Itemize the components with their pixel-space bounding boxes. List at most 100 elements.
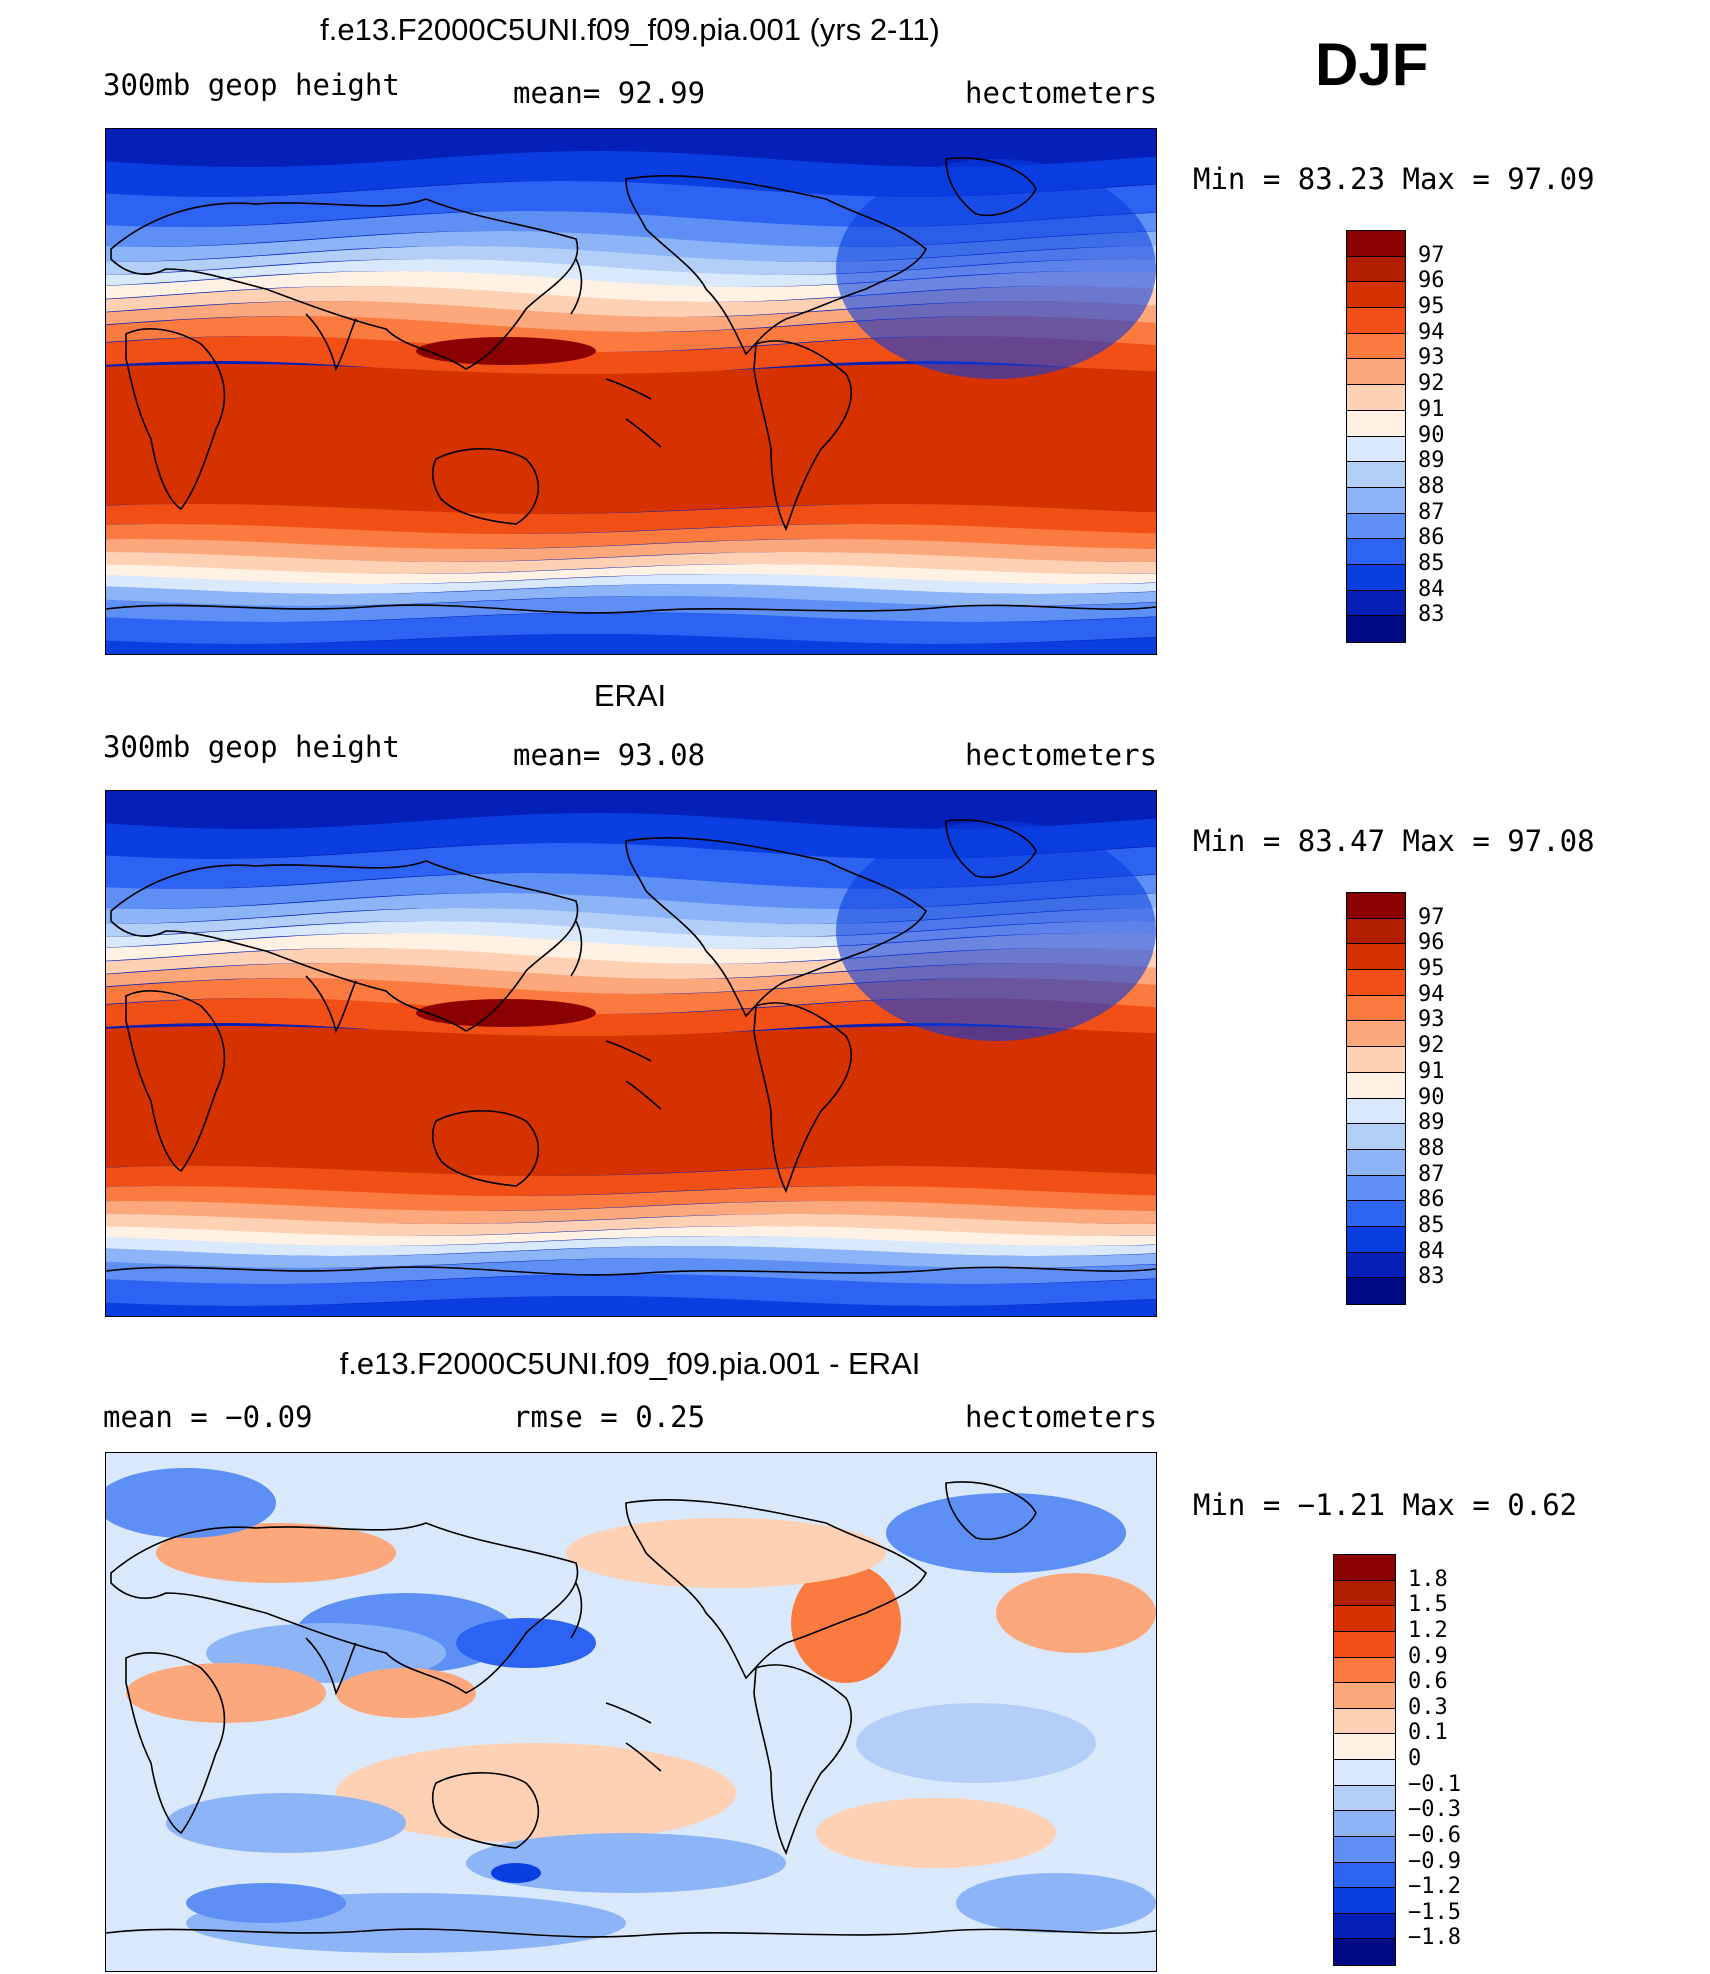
colorbar-tick-label: 84 — [1418, 1238, 1445, 1264]
colorbar-tick-label: 95 — [1418, 956, 1445, 982]
colorbar-swatch — [1347, 970, 1405, 996]
colorbar-swatch — [1347, 1021, 1405, 1048]
panel-2-map — [105, 790, 1157, 1317]
colorbar-tick-label: 92 — [1418, 1033, 1445, 1059]
colorbar-tick-label: 87 — [1418, 1161, 1445, 1187]
colorbar-tick-label: 89 — [1418, 1110, 1445, 1136]
colorbar-tick-label: 84 — [1418, 576, 1445, 602]
colorbar-swatch — [1334, 1913, 1395, 1940]
colorbar-tick-label: −1.5 — [1408, 1899, 1461, 1925]
panel-1-title: f.e13.F2000C5UNI.f09_f09.pia.001 (yrs 2-… — [320, 12, 940, 47]
colorbar-swatch — [1347, 256, 1405, 283]
colorbar-swatch — [1347, 410, 1405, 437]
colorbar-swatch — [1347, 590, 1405, 617]
colorbar-tick-label: 85 — [1418, 550, 1445, 576]
colorbar-swatch — [1334, 1785, 1395, 1812]
colorbar-tick-label: 83 — [1418, 602, 1445, 628]
panel-2-map-graphic — [106, 791, 1156, 1316]
colorbar-swatch — [1347, 1124, 1405, 1150]
panel-3-mean-label: mean = −0.09 — [103, 1400, 313, 1434]
colorbar-swatch — [1347, 1278, 1405, 1304]
panel-1-map — [105, 128, 1157, 655]
panel-3-min-max: Min = −1.21 Max = 0.62 — [1193, 1488, 1578, 1522]
panel-2-title: ERAI — [593, 678, 667, 713]
panel-2-mean-label: mean= 93.08 — [513, 738, 706, 772]
colorbar-tick-label: −0.6 — [1408, 1822, 1461, 1848]
colorbar-swatch — [1347, 995, 1405, 1022]
colorbar-swatch — [1334, 1683, 1395, 1709]
colorbar-swatch — [1347, 333, 1405, 360]
colorbar-swatch — [1334, 1811, 1395, 1837]
colorbar-tick-label: 95 — [1418, 294, 1445, 320]
colorbar-tick-label: 88 — [1418, 1135, 1445, 1161]
colorbar-swatch — [1347, 359, 1405, 386]
panel-3-units-label: hectometers — [965, 1400, 1158, 1434]
colorbar-tick-label: −0.3 — [1408, 1797, 1461, 1823]
colorbar-swatch — [1347, 462, 1405, 488]
colorbar-tick-label: 97 — [1418, 242, 1445, 268]
colorbar-swatch — [1347, 1252, 1405, 1279]
panel-3-rmse-label: rmse = 0.25 — [513, 1400, 706, 1434]
colorbar-swatch — [1347, 539, 1405, 565]
colorbar-tick-label: 1.5 — [1408, 1592, 1448, 1618]
colorbar-tick-label: 1.8 — [1408, 1566, 1448, 1592]
colorbar-swatch — [1347, 513, 1405, 540]
panel-2-units-label: hectometers — [965, 738, 1158, 772]
colorbar-swatch — [1334, 1939, 1395, 1965]
colorbar-tick-label: 0.9 — [1408, 1643, 1448, 1669]
colorbar-swatch — [1347, 1175, 1405, 1202]
colorbar-tick-label: 90 — [1418, 422, 1445, 448]
colorbar-swatch — [1347, 487, 1405, 514]
panel-2-min-max: Min = 83.47 Max = 97.08 — [1193, 824, 1595, 858]
colorbar-swatch — [1334, 1580, 1395, 1607]
panel-1-map-graphic — [106, 129, 1156, 654]
panel-1-min-max: Min = 83.23 Max = 97.09 — [1193, 162, 1595, 196]
colorbar-tick-label: 1.2 — [1408, 1617, 1448, 1643]
colorbar-tick-label: −1.8 — [1408, 1925, 1461, 1951]
colorbar-tick-label: 0.1 — [1408, 1720, 1448, 1746]
colorbar-swatch — [1334, 1606, 1395, 1632]
colorbar-swatch — [1334, 1836, 1395, 1863]
colorbar-tick-label: 94 — [1418, 981, 1445, 1007]
colorbar-tick-label: 93 — [1418, 1007, 1445, 1033]
season-label: DJF — [1315, 31, 1429, 98]
panel-1-variable-label: 300mb geop height — [103, 68, 400, 102]
colorbar-swatch — [1347, 893, 1405, 919]
panel-2-colorbar — [1346, 892, 1406, 1305]
colorbar-swatch — [1347, 944, 1405, 971]
colorbar-tick-label: −0.9 — [1408, 1848, 1461, 1874]
colorbar-tick-label: 86 — [1418, 1187, 1445, 1213]
colorbar-tick-label: 0.3 — [1408, 1694, 1448, 1720]
colorbar-tick-label: 94 — [1418, 319, 1445, 345]
colorbar-tick-label: 96 — [1418, 930, 1445, 956]
colorbar-swatch — [1347, 616, 1405, 642]
colorbar-tick-label: 0 — [1408, 1746, 1422, 1771]
colorbar-swatch — [1334, 1708, 1395, 1735]
colorbar-swatch — [1334, 1760, 1395, 1786]
colorbar-tick-label: 91 — [1418, 396, 1445, 422]
colorbar-swatch — [1334, 1734, 1395, 1760]
colorbar-tick-label: 97 — [1418, 904, 1445, 930]
panel-3-title: f.e13.F2000C5UNI.f09_f09.pia.001 - ERAI — [339, 1346, 921, 1381]
colorbar-tick-label: 89 — [1418, 448, 1445, 474]
colorbar-swatch — [1347, 918, 1405, 945]
colorbar-swatch — [1347, 436, 1405, 463]
colorbar-swatch — [1334, 1631, 1395, 1658]
colorbar-tick-label: 91 — [1418, 1058, 1445, 1084]
colorbar-swatch — [1347, 1201, 1405, 1227]
colorbar-tick-label: 92 — [1418, 371, 1445, 397]
colorbar-tick-label: 0.6 — [1408, 1669, 1448, 1695]
panel-3-map-graphic — [106, 1453, 1156, 1971]
colorbar-tick-label: 86 — [1418, 525, 1445, 551]
colorbar-tick-label: −1.2 — [1408, 1874, 1461, 1900]
colorbar-swatch — [1347, 1226, 1405, 1253]
colorbar-tick-label: 88 — [1418, 473, 1445, 499]
colorbar-tick-label: −0.1 — [1408, 1771, 1461, 1797]
panel-3-map — [105, 1452, 1157, 1972]
colorbar-tick-label: 85 — [1418, 1212, 1445, 1238]
colorbar-swatch — [1347, 1149, 1405, 1176]
colorbar-tick-label: 93 — [1418, 345, 1445, 371]
colorbar-swatch — [1347, 1047, 1405, 1073]
panel-1-mean-label: mean= 92.99 — [513, 76, 706, 110]
panel-1-units-label: hectometers — [965, 76, 1158, 110]
